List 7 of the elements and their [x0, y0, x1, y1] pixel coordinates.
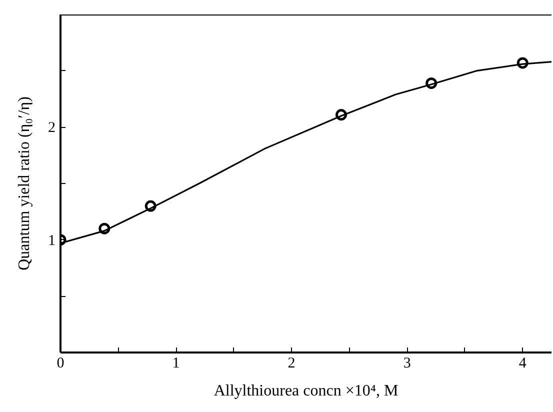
x-tick-label: 2	[288, 356, 296, 372]
x-tick-label: 0	[56, 356, 64, 372]
x-tick-label: 4	[518, 356, 527, 372]
x-axis-title: Allylthiourea concn ×10⁴, M	[214, 382, 398, 400]
x-tick-label: 3	[403, 356, 411, 372]
x-tick-label: 1	[172, 356, 180, 372]
y-axis-title: Quantum yield ratio (η₀′/η)	[16, 96, 33, 270]
